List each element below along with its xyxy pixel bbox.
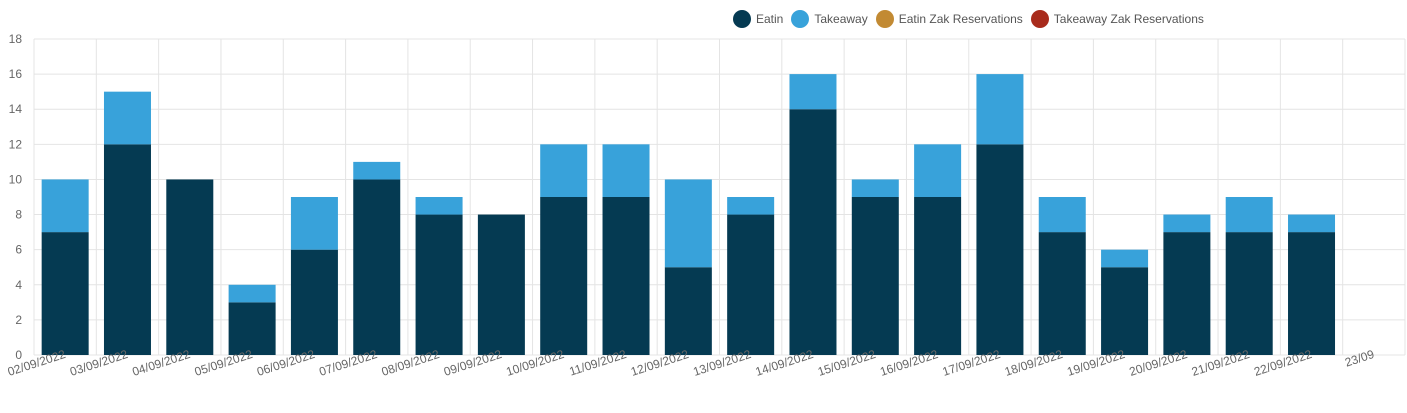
y-tick-label: 8 <box>15 208 22 222</box>
bar-eatin <box>727 214 775 355</box>
bar-eatin <box>664 267 712 355</box>
bar-takeaway <box>290 197 338 250</box>
bar-eatin <box>1101 267 1149 355</box>
bar-eatin <box>1225 232 1273 355</box>
bar-eatin <box>1288 232 1336 355</box>
y-tick-label: 10 <box>9 172 23 186</box>
bar-takeaway <box>727 197 775 215</box>
legend-item-eatin[interactable]: Eatin <box>733 10 783 28</box>
bar-eatin <box>415 214 463 355</box>
bar-eatin <box>914 197 962 355</box>
legend-swatch-eatin <box>733 10 751 28</box>
bar-takeaway <box>1288 214 1336 233</box>
legend-swatch-eatin-zak-reservations <box>875 10 894 28</box>
bar-eatin <box>1163 232 1211 355</box>
bar-eatin <box>1038 232 1086 355</box>
legend-label-takeaway: Takeaway <box>814 12 868 26</box>
y-tick-label: 14 <box>9 102 23 116</box>
bar-takeaway <box>41 179 89 233</box>
legend-swatch-takeaway <box>791 10 810 28</box>
y-tick-label: 4 <box>15 278 22 292</box>
legend-item-takeaway[interactable]: Takeaway <box>791 10 868 28</box>
bar-eatin <box>477 214 525 355</box>
legend-label-eatin: Eatin <box>756 12 784 26</box>
legend-label-eatin-zak-reservations: Eatin Zak Reservations <box>898 12 1023 26</box>
legend-swatch-takeaway-zak-reservations <box>1030 10 1049 28</box>
legend-label-takeaway-zak-reservations: Takeaway Zak Reservations <box>1053 12 1204 26</box>
y-tick-label: 0 <box>15 348 22 362</box>
bar-takeaway <box>415 197 463 215</box>
bar-takeaway <box>540 144 588 197</box>
y-tick-label: 6 <box>15 243 22 257</box>
bar-takeaway <box>914 144 962 197</box>
chart-legend: Eatin Takeaway Eatin Zak Reservations Ta… <box>733 10 1212 28</box>
bar-takeaway <box>976 74 1024 145</box>
bar-takeaway <box>1163 214 1211 233</box>
bar-takeaway <box>1101 249 1149 268</box>
bar-eatin <box>166 179 214 355</box>
bar-eatin <box>540 197 588 355</box>
bar-takeaway <box>664 179 712 268</box>
bar-takeaway <box>789 74 837 110</box>
bar-eatin <box>228 302 276 355</box>
bar-eatin <box>602 197 650 355</box>
legend-item-eatin-zak-reservations[interactable]: Eatin Zak Reservations <box>875 10 1023 28</box>
bar-takeaway <box>228 284 276 303</box>
bar-eatin <box>976 144 1024 355</box>
bar-eatin <box>353 179 401 355</box>
y-tick-label: 16 <box>9 67 23 81</box>
y-tick-label: 18 <box>9 32 23 46</box>
bar-eatin <box>41 232 89 355</box>
bar-takeaway <box>602 144 650 197</box>
bar-takeaway <box>851 179 899 197</box>
y-tick-label: 2 <box>15 313 22 327</box>
y-tick-label: 12 <box>9 137 23 151</box>
bar-takeaway <box>353 161 401 180</box>
bar-eatin <box>789 109 837 355</box>
bar-takeaway <box>103 91 151 145</box>
x-tick-label: 23/09 <box>1343 347 1376 370</box>
bar-eatin <box>290 249 338 355</box>
bar-takeaway <box>1225 197 1273 233</box>
legend-item-takeaway-zak-reservations[interactable]: Takeaway Zak Reservations <box>1030 10 1204 28</box>
bar-takeaway <box>1038 197 1086 233</box>
bar-eatin <box>103 144 151 355</box>
bar-eatin <box>851 197 899 355</box>
